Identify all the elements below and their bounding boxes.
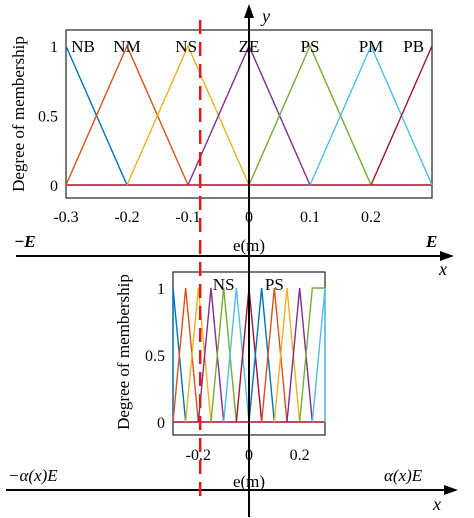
y-tick-label: 0.5: [145, 348, 165, 365]
x-tick-label: 0.2: [290, 447, 310, 464]
bottom-membership-line: [286, 287, 314, 423]
bottom-left-range-label: −α(x)E: [8, 466, 58, 485]
top-right-range-label: E: [425, 232, 437, 251]
y-tick-label: 1: [157, 281, 165, 298]
chart-top-ylabel: Degree of membership: [9, 36, 28, 192]
y-tick-label: 0: [157, 415, 165, 432]
bottom-membership-line: [273, 287, 301, 423]
bottom-membership-line: [184, 287, 212, 423]
bottom-membership-line: [222, 287, 250, 423]
chart-top-x-ticks: -0.3-0.2-0.100.10.2: [53, 209, 381, 226]
y-axis-label: y: [260, 6, 270, 26]
x-axis-bottom-arrow-icon: [444, 485, 458, 495]
series-label-pm: PM: [359, 37, 384, 56]
series-pb-line: [370, 45, 433, 186]
x-tick-label: 0.1: [300, 209, 320, 226]
series-label-nm: NM: [113, 37, 140, 56]
bottom-membership-line: [172, 287, 200, 423]
series-label-ps: PS: [265, 275, 284, 294]
bottom-membership-line: [172, 287, 187, 423]
chart-bottom-series-labels: NS PS: [213, 275, 284, 294]
x-tick-label: -0.2: [114, 209, 139, 226]
y-tick-label: 0: [50, 178, 58, 195]
bottom-right-range-label: α(x)E: [384, 466, 423, 485]
x-tick-label: -0.1: [175, 209, 200, 226]
series-ns-line: [126, 44, 250, 186]
bottom-membership-line: [260, 287, 288, 423]
top-left-range-label: −E: [14, 232, 36, 251]
x-axis-top-arrow-icon: [440, 251, 454, 261]
chart-bottom-x-ticks: -0.200.2: [186, 447, 310, 464]
series-label-ps: PS: [301, 37, 320, 56]
series-nm-line: [65, 44, 189, 186]
series-label-pb: PB: [403, 37, 424, 56]
series-label-ns: NS: [213, 275, 235, 294]
bottom-membership-line: [298, 287, 325, 423]
y-axis-arrow-icon: [244, 4, 254, 18]
y-tick-label: 1: [50, 39, 58, 56]
chart-top-series-labels: NB NM NS ZE PS PM PB: [71, 37, 424, 56]
series-pm-line: [309, 44, 433, 186]
x-axis-top-label: x: [438, 259, 447, 279]
x-tick-label: 0.2: [361, 209, 381, 226]
x-tick-label: -0.3: [53, 209, 78, 226]
x-axis-bottom-label: x: [432, 494, 441, 514]
series-ps-line: [248, 44, 372, 186]
bottom-membership-line: [210, 287, 238, 423]
chart-bottom-y-ticks: 00.51: [145, 281, 165, 432]
chart-top-series: [65, 44, 433, 186]
chart-bottom-ylabel: Degree of membership: [114, 274, 133, 430]
bottom-membership-line: [197, 287, 225, 423]
series-label-nb: NB: [71, 37, 95, 56]
x-tick-label: -0.2: [186, 447, 211, 464]
bottom-membership-line: [311, 287, 326, 423]
chart-top-y-ticks: 00.51: [38, 39, 58, 195]
bottom-membership-line: [248, 287, 276, 423]
series-label-ns: NS: [175, 37, 197, 56]
y-tick-label: 0.5: [38, 109, 58, 126]
coordinate-axes: y x −E E x −α(x)E α(x)E: [6, 4, 458, 517]
